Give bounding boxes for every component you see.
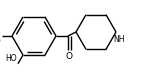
- Text: O: O: [66, 52, 73, 61]
- Text: HO: HO: [5, 54, 17, 63]
- Text: HO: HO: [0, 37, 1, 46]
- Text: NH: NH: [113, 35, 125, 44]
